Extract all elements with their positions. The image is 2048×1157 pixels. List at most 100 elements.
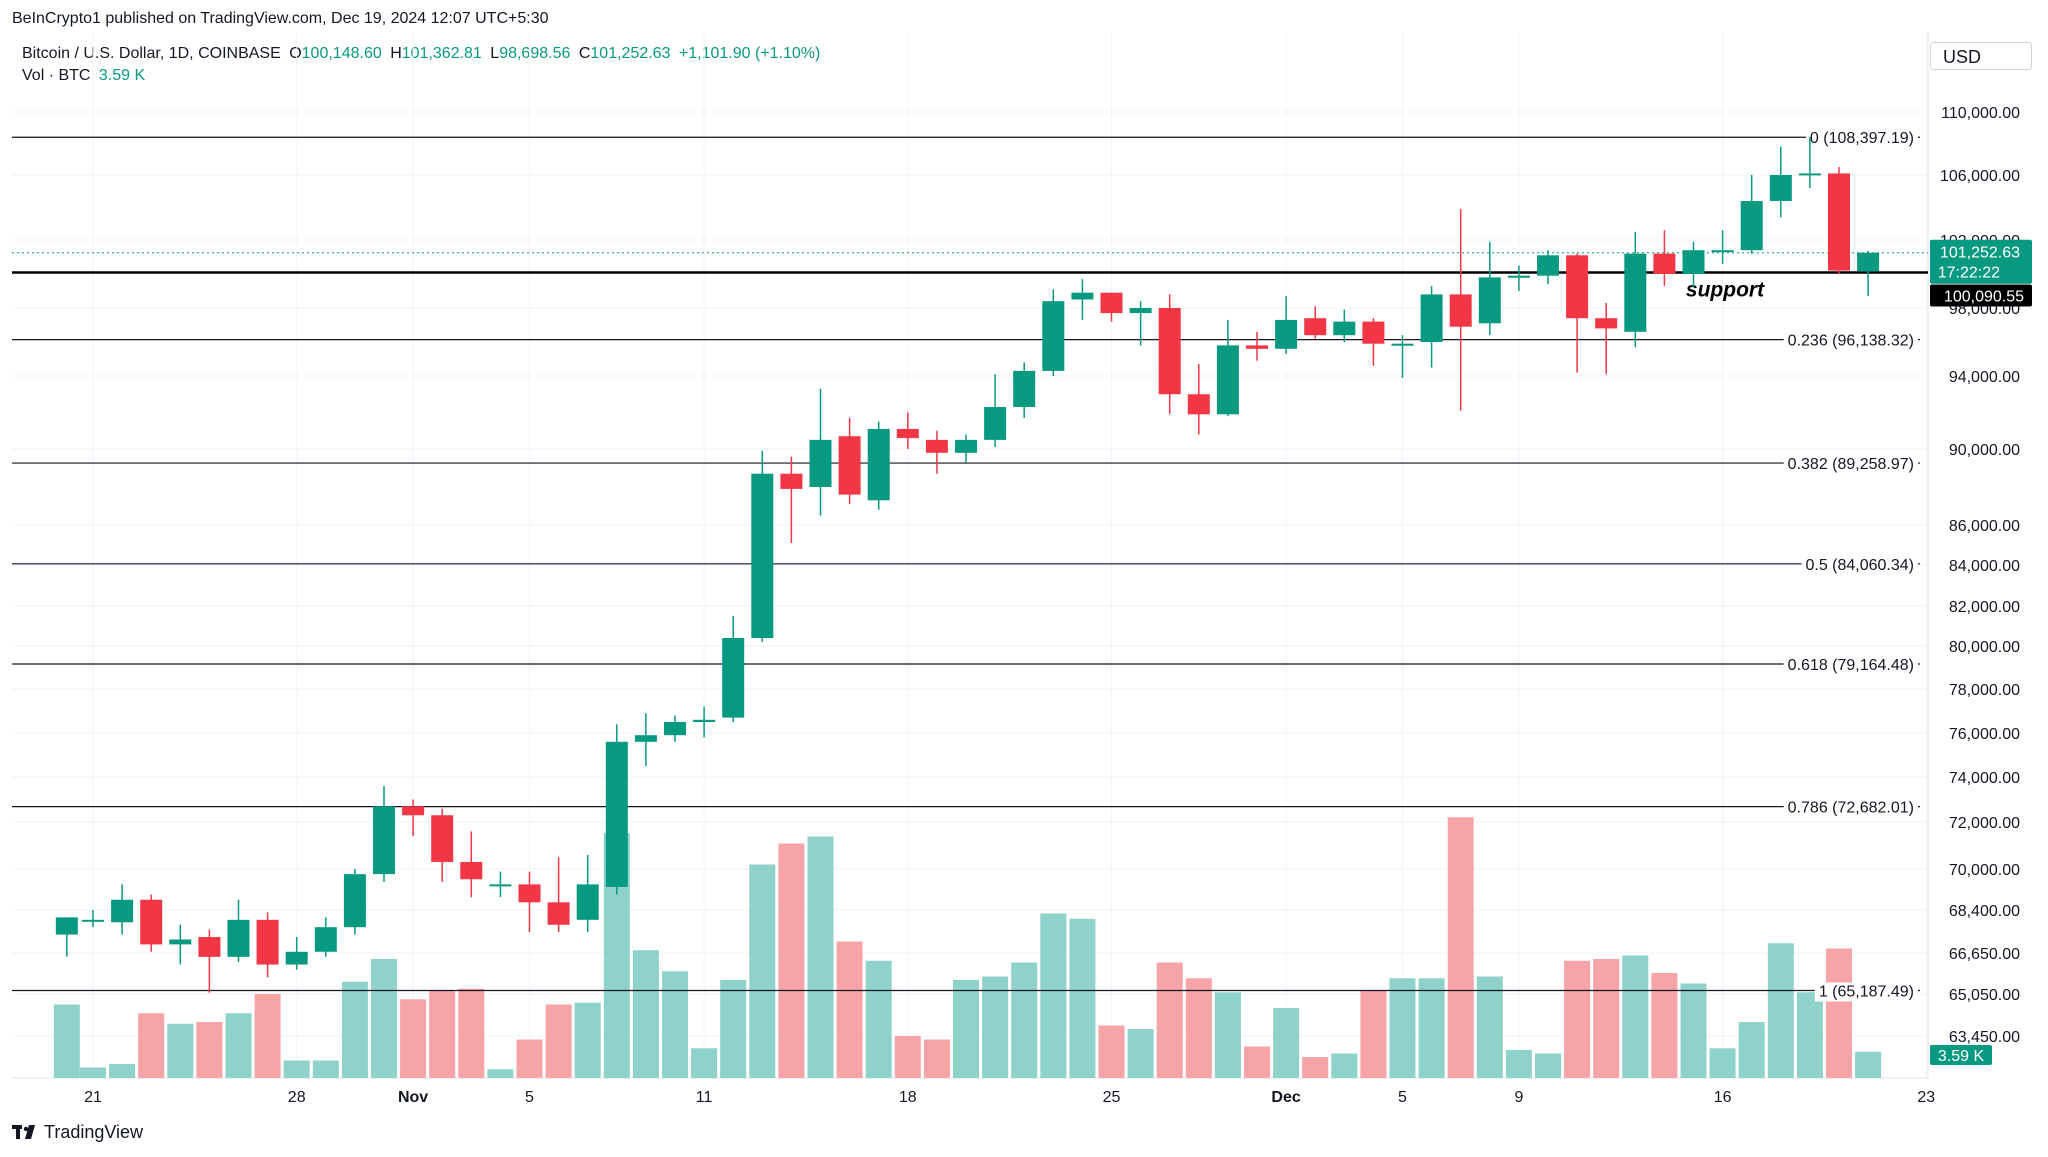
ohlc-legend: Bitcoin / U.S. Dollar, 1D, COINBASE O100… <box>22 45 824 63</box>
volume-bar <box>923 1039 950 1078</box>
volume-bar <box>1040 913 1067 1078</box>
candle-body <box>1246 345 1268 349</box>
volume-bar <box>865 960 892 1078</box>
candle-body <box>984 407 1007 440</box>
volume-bar <box>1214 992 1241 1078</box>
candle-body <box>1769 175 1792 201</box>
volume-bar <box>53 1004 80 1078</box>
close-label: C <box>578 45 591 62</box>
volume-bar <box>778 843 805 1078</box>
support-price-value: 100,090.55 <box>1944 288 2024 305</box>
volume-bar <box>749 864 776 1078</box>
volume-bar <box>720 980 747 1078</box>
candle-body <box>1507 275 1530 278</box>
volume-tag-value: 3.59 K <box>1938 1048 1985 1065</box>
volume-bar <box>1738 1022 1765 1078</box>
volume-bar <box>400 999 427 1078</box>
volume-bar <box>1244 1046 1270 1078</box>
change-value: +1,101.90 (+1.10%) <box>678 45 821 62</box>
candle-body <box>1537 255 1559 276</box>
countdown-timer: 17:22:22 <box>1938 265 2000 282</box>
candle-body <box>722 638 745 718</box>
volume-bar <box>1011 962 1038 1078</box>
x-tick-label: Nov <box>398 1089 428 1106</box>
candle-body <box>460 861 483 880</box>
y-tick-label: 72,000.00 <box>1949 815 2020 832</box>
x-tick-label: 9 <box>1514 1089 1523 1106</box>
support-price-tag <box>1930 284 2032 307</box>
x-tick-label: 5 <box>525 1089 534 1106</box>
candle-body <box>1129 308 1152 314</box>
fib-label-background <box>1783 655 1918 675</box>
x-tick-label: 16 <box>1714 1089 1732 1106</box>
y-tick-label: 70,000.00 <box>1949 862 2020 879</box>
volume-bar <box>1680 983 1707 1078</box>
volume-bar <box>283 1060 310 1078</box>
candle-body <box>1013 370 1036 408</box>
candle-body <box>431 815 454 862</box>
volume-bar <box>1360 990 1387 1078</box>
volume-bar <box>1331 1053 1358 1078</box>
tradingview-logo[interactable]: TradingView <box>12 1122 143 1143</box>
volume-bar <box>429 990 456 1078</box>
candle-body <box>1362 321 1385 344</box>
candle-body <box>1420 294 1443 342</box>
candle-body <box>285 951 308 965</box>
volume-bar <box>1593 959 1620 1078</box>
candle-body <box>1071 292 1094 300</box>
volume-bar <box>371 959 397 1078</box>
candle-body <box>489 884 512 887</box>
fib-level-label: 0.5 (84,060.34) <box>1805 557 1914 574</box>
candle-body <box>1711 250 1734 253</box>
volume-bar <box>225 1013 252 1078</box>
y-tick-label: 68,400.00 <box>1949 903 2020 920</box>
volume-bar <box>894 1036 921 1078</box>
candle-body <box>343 874 366 928</box>
y-tick-label: 66,650.00 <box>1949 946 2020 963</box>
candle-body <box>780 473 803 489</box>
tradingview-logo-icon <box>12 1124 38 1141</box>
volume-bar <box>1535 1053 1561 1078</box>
volume-bar <box>1098 1025 1125 1078</box>
candle-body <box>1275 319 1298 349</box>
volume-bar <box>1767 943 1794 1078</box>
volume-bar <box>1564 960 1591 1078</box>
volume-bar <box>545 1004 572 1078</box>
x-tick-label: Dec <box>1271 1089 1300 1106</box>
candle-body <box>925 439 948 453</box>
volume-bar <box>1418 978 1445 1078</box>
candle-body <box>809 439 832 487</box>
candle-body <box>1042 301 1065 371</box>
volume-bar <box>807 836 834 1078</box>
y-tick-label: 76,000.00 <box>1949 726 2020 743</box>
y-tick-label: 80,000.00 <box>1949 639 2020 656</box>
candle-body <box>605 741 628 887</box>
fib-level-label: 0.786 (72,682.01) <box>1788 800 1914 817</box>
y-tick-label: 74,000.00 <box>1949 770 2020 787</box>
volume-bar <box>1127 1029 1154 1078</box>
symbol-title[interactable]: Bitcoin / U.S. Dollar, 1D, COINBASE <box>22 45 281 62</box>
candle-body <box>1682 250 1705 274</box>
fib-label-background <box>1783 798 1918 818</box>
candle-body <box>1857 252 1880 272</box>
volume-bar <box>1855 1051 1882 1078</box>
open-value: 100,148.60 <box>301 45 382 62</box>
fib-label-background <box>1783 331 1918 351</box>
fib-label-background <box>1814 982 1918 1002</box>
candle-body <box>1187 394 1210 415</box>
volume-bar <box>1185 978 1212 1078</box>
candle-body <box>256 919 279 965</box>
volume-bar <box>1447 817 1474 1078</box>
candle-body <box>1566 255 1589 319</box>
open-label: O <box>289 45 302 62</box>
last-price-value: 101,252.63 <box>1940 245 2020 262</box>
volume-bar <box>312 1060 339 1078</box>
y-tick-label: 84,000.00 <box>1949 558 2020 575</box>
y-tick-label: 63,450.00 <box>1949 1029 2020 1046</box>
volume-label[interactable]: Vol · BTC <box>22 67 91 84</box>
currency-button[interactable]: USD <box>1930 42 2032 70</box>
candle-body <box>227 919 250 957</box>
candle-body <box>198 937 221 957</box>
y-tick-label: 106,000.00 <box>1940 168 2020 185</box>
